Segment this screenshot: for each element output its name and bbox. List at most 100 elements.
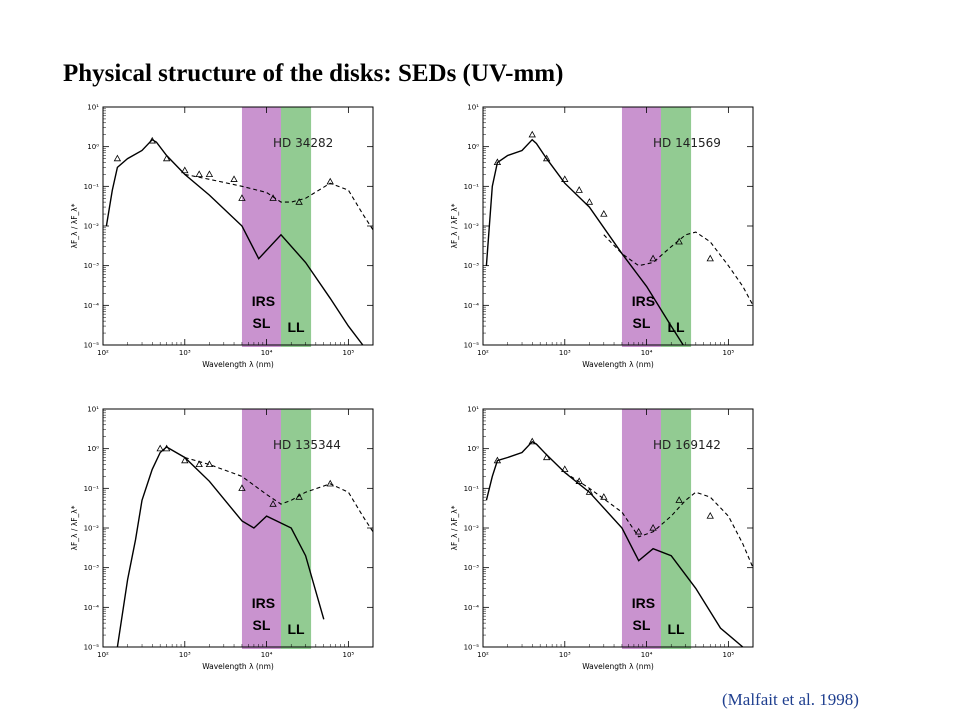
irs-sl-band-label: IRS xyxy=(252,293,275,309)
data-point xyxy=(269,194,277,201)
irs-sl-band-label: IRS xyxy=(632,293,655,309)
data-point xyxy=(649,523,657,531)
data-point xyxy=(205,460,214,468)
x-tick-label: 10⁵ xyxy=(343,651,355,659)
sed-panel-hd-135344: 10⁻⁵ 10⁻⁴ 10⁻³ 10⁻² 10⁻¹ 10⁰ 10¹ 10² 10³ 10⁴ 10⁵ Wa… xyxy=(55,400,385,680)
y-tick-label: 10⁻² xyxy=(84,525,100,533)
y-tick-label: 10⁻³ xyxy=(464,262,480,270)
x-tick-label: 10³ xyxy=(559,651,571,659)
y-axis-label: λF_λ / λF_λ* xyxy=(70,203,79,248)
irs-sl-band-label: SL xyxy=(253,617,271,633)
data-point xyxy=(195,460,203,468)
y-tick-label: 10⁻³ xyxy=(84,262,100,270)
ll-band xyxy=(660,409,692,649)
data-point xyxy=(675,237,683,245)
y-tick-label: 10¹ xyxy=(467,406,479,414)
model-curve-disk xyxy=(184,456,373,533)
irs-sl-band-label: IRS xyxy=(632,595,655,611)
model-curve-photosphere xyxy=(105,138,364,345)
y-tick-label: 10⁻¹ xyxy=(464,485,480,493)
data-point xyxy=(634,527,643,535)
y-tick-label: 10⁻³ xyxy=(84,564,100,572)
irs-sl-band xyxy=(621,107,661,347)
data-point xyxy=(326,177,334,185)
x-axis-label: Wavelength λ (nm) xyxy=(582,662,654,671)
sed-chart-svg: 10⁻⁵ 10⁻⁴ 10⁻³ 10⁻² 10⁻¹ 10⁰ 10¹ 10² 10³ 10⁴ 10⁵ Wa… xyxy=(70,406,374,671)
y-tick-label: 10⁻⁴ xyxy=(464,604,480,612)
ll-band xyxy=(660,107,692,347)
data-point xyxy=(675,496,683,503)
irs-sl-band-label: IRS xyxy=(252,595,275,611)
model-curve-disk xyxy=(184,173,373,231)
y-tick-label: 10⁰ xyxy=(87,445,99,453)
model-curve-photosphere xyxy=(485,138,685,345)
x-tick-label: 10⁵ xyxy=(723,349,735,357)
data-point xyxy=(575,477,583,484)
data-point xyxy=(600,493,608,500)
data-point xyxy=(600,210,608,217)
chart-title: HD 169142 xyxy=(653,438,721,452)
y-tick-label: 10⁻² xyxy=(464,223,480,231)
y-tick-label: 10⁻⁵ xyxy=(464,342,480,350)
data-point xyxy=(542,154,551,162)
x-tick-label: 10⁴ xyxy=(261,651,273,659)
y-tick-label: 10⁰ xyxy=(87,143,99,151)
data-point xyxy=(205,170,214,177)
irs-sl-band-label: SL xyxy=(633,617,651,633)
data-point xyxy=(528,437,536,445)
y-tick-label: 10⁻² xyxy=(84,223,100,231)
data-point xyxy=(238,484,246,491)
data-point xyxy=(542,453,551,461)
x-tick-label: 10³ xyxy=(179,349,191,357)
data-point xyxy=(238,194,246,201)
y-tick-label: 10⁻⁴ xyxy=(84,302,100,310)
y-tick-label: 10¹ xyxy=(87,406,99,414)
y-tick-label: 10⁻⁴ xyxy=(84,604,100,612)
sed-chart-svg: 10⁻⁵ 10⁻⁴ 10⁻³ 10⁻² 10⁻¹ 10⁰ 10¹ 10² 10³ 10⁴ 10⁵ Wa… xyxy=(450,406,754,671)
data-point xyxy=(230,175,238,182)
data-point xyxy=(561,175,569,182)
y-tick-label: 10⁰ xyxy=(467,143,479,151)
y-tick-label: 10⁻⁵ xyxy=(84,644,100,652)
sed-panel-hd-169142: 10⁻⁵ 10⁻⁴ 10⁻³ 10⁻² 10⁻¹ 10⁰ 10¹ 10² 10³ 10⁴ 10⁵ Wa… xyxy=(435,400,765,680)
y-tick-label: 10⁻² xyxy=(464,525,480,533)
data-point xyxy=(528,130,536,138)
data-point xyxy=(156,444,164,452)
data-point xyxy=(269,500,277,507)
ll-band-label: LL xyxy=(667,621,685,637)
x-tick-label: 10⁵ xyxy=(343,349,355,357)
ll-band-label: LL xyxy=(667,319,685,335)
data-point xyxy=(706,254,714,262)
sed-chart-svg: 10⁻⁵ 10⁻⁴ 10⁻³ 10⁻² 10⁻¹ 10⁰ 10¹ 10² 10³ 10⁴ 10⁵ Wa… xyxy=(450,104,754,369)
x-tick-label: 10² xyxy=(477,651,489,659)
y-tick-label: 10⁻⁵ xyxy=(84,342,100,350)
chart-title: HD 135344 xyxy=(273,438,341,452)
data-point xyxy=(162,444,171,452)
data-point xyxy=(181,456,189,464)
y-tick-label: 10¹ xyxy=(467,104,479,112)
irs-sl-band xyxy=(621,409,661,649)
irs-sl-band xyxy=(241,107,281,347)
data-point xyxy=(195,170,203,177)
y-tick-label: 10¹ xyxy=(87,104,99,112)
model-curve-disk xyxy=(603,231,753,306)
ll-band xyxy=(280,107,312,347)
data-point xyxy=(181,166,189,174)
ll-band xyxy=(280,409,312,649)
data-point xyxy=(493,456,502,464)
x-tick-label: 10³ xyxy=(179,651,191,659)
data-point xyxy=(561,465,569,473)
data-point xyxy=(575,186,583,193)
data-point xyxy=(295,198,303,205)
x-axis-label: Wavelength λ (nm) xyxy=(202,662,274,671)
sed-chart-svg: 10⁻⁵ 10⁻⁴ 10⁻³ 10⁻² 10⁻¹ 10⁰ 10¹ 10² 10³ 10⁴ 10⁵ Wa… xyxy=(70,104,374,369)
slide-title: Physical structure of the disks: SEDs (U… xyxy=(63,60,564,87)
data-point xyxy=(148,136,156,144)
ll-band-label: LL xyxy=(287,621,305,637)
y-tick-label: 10⁰ xyxy=(467,445,479,453)
model-curve-disk xyxy=(564,472,753,568)
x-tick-label: 10² xyxy=(97,349,109,357)
x-tick-label: 10² xyxy=(477,349,489,357)
irs-sl-band-label: SL xyxy=(253,315,271,331)
x-tick-label: 10⁴ xyxy=(261,349,273,357)
